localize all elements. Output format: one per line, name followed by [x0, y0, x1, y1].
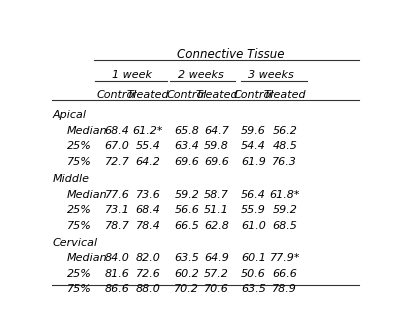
Text: 77.6: 77.6 — [105, 190, 130, 199]
Text: 25%: 25% — [67, 269, 91, 279]
Text: 75%: 75% — [67, 157, 91, 167]
Text: Median: Median — [67, 253, 107, 263]
Text: 51.1: 51.1 — [204, 205, 229, 215]
Text: 72.7: 72.7 — [105, 157, 130, 167]
Text: Middle: Middle — [53, 174, 89, 184]
Text: 67.0: 67.0 — [105, 142, 130, 151]
Text: 56.6: 56.6 — [174, 205, 199, 215]
Text: 55.4: 55.4 — [136, 142, 160, 151]
Text: Cervical: Cervical — [53, 238, 98, 248]
Text: 64.7: 64.7 — [204, 126, 229, 136]
Text: 69.6: 69.6 — [174, 157, 199, 167]
Text: 56.4: 56.4 — [241, 190, 266, 199]
Text: 70.6: 70.6 — [204, 284, 229, 295]
Text: 48.5: 48.5 — [272, 142, 297, 151]
Text: 54.4: 54.4 — [241, 142, 266, 151]
Text: 78.4: 78.4 — [136, 221, 160, 231]
Text: 62.8: 62.8 — [204, 221, 229, 231]
Text: 88.0: 88.0 — [136, 284, 160, 295]
Text: 78.9: 78.9 — [272, 284, 297, 295]
Text: 3 weeks: 3 weeks — [248, 70, 294, 80]
Text: 66.6: 66.6 — [272, 269, 297, 279]
Text: 82.0: 82.0 — [136, 253, 160, 263]
Text: Median: Median — [67, 190, 107, 199]
Text: 68.4: 68.4 — [105, 126, 130, 136]
Text: 86.6: 86.6 — [105, 284, 130, 295]
Text: 68.4: 68.4 — [136, 205, 160, 215]
Text: 68.5: 68.5 — [272, 221, 297, 231]
Text: 60.1: 60.1 — [241, 253, 266, 263]
Text: 75%: 75% — [67, 284, 91, 295]
Text: 61.8*: 61.8* — [269, 190, 300, 199]
Text: 63.5: 63.5 — [174, 253, 199, 263]
Text: 25%: 25% — [67, 142, 91, 151]
Text: 57.2: 57.2 — [204, 269, 229, 279]
Text: 63.5: 63.5 — [241, 284, 266, 295]
Text: 50.6: 50.6 — [241, 269, 266, 279]
Text: 1 week: 1 week — [112, 70, 152, 80]
Text: Treated: Treated — [263, 90, 306, 100]
Text: Treated: Treated — [195, 90, 238, 100]
Text: 77.9*: 77.9* — [269, 253, 300, 263]
Text: 66.5: 66.5 — [174, 221, 199, 231]
Text: 59.2: 59.2 — [174, 190, 199, 199]
Text: 55.9: 55.9 — [241, 205, 266, 215]
Text: 73.1: 73.1 — [105, 205, 130, 215]
Text: Median: Median — [67, 126, 107, 136]
Text: 81.6: 81.6 — [105, 269, 130, 279]
Text: Control: Control — [233, 90, 274, 100]
Text: Control: Control — [167, 90, 207, 100]
Text: 58.7: 58.7 — [204, 190, 229, 199]
Text: 59.8: 59.8 — [204, 142, 229, 151]
Text: 61.9: 61.9 — [241, 157, 266, 167]
Text: Apical: Apical — [53, 110, 87, 120]
Text: 2 weeks: 2 weeks — [178, 70, 224, 80]
Text: 78.7: 78.7 — [105, 221, 130, 231]
Text: 75%: 75% — [67, 221, 91, 231]
Text: 69.6: 69.6 — [204, 157, 229, 167]
Text: 56.2: 56.2 — [272, 126, 297, 136]
Text: 61.0: 61.0 — [241, 221, 266, 231]
Text: 76.3: 76.3 — [272, 157, 297, 167]
Text: 70.2: 70.2 — [174, 284, 199, 295]
Text: 59.6: 59.6 — [241, 126, 266, 136]
Text: 84.0: 84.0 — [105, 253, 130, 263]
Text: 73.6: 73.6 — [136, 190, 160, 199]
Text: 60.2: 60.2 — [174, 269, 199, 279]
Text: 25%: 25% — [67, 205, 91, 215]
Text: 64.2: 64.2 — [136, 157, 160, 167]
Text: Control: Control — [97, 90, 137, 100]
Text: Connective Tissue: Connective Tissue — [176, 48, 284, 61]
Text: 59.2: 59.2 — [272, 205, 297, 215]
Text: 65.8: 65.8 — [174, 126, 199, 136]
Text: Treated: Treated — [127, 90, 169, 100]
Text: 61.2*: 61.2* — [133, 126, 163, 136]
Text: 63.4: 63.4 — [174, 142, 199, 151]
Text: 64.9: 64.9 — [204, 253, 229, 263]
Text: 72.6: 72.6 — [136, 269, 160, 279]
